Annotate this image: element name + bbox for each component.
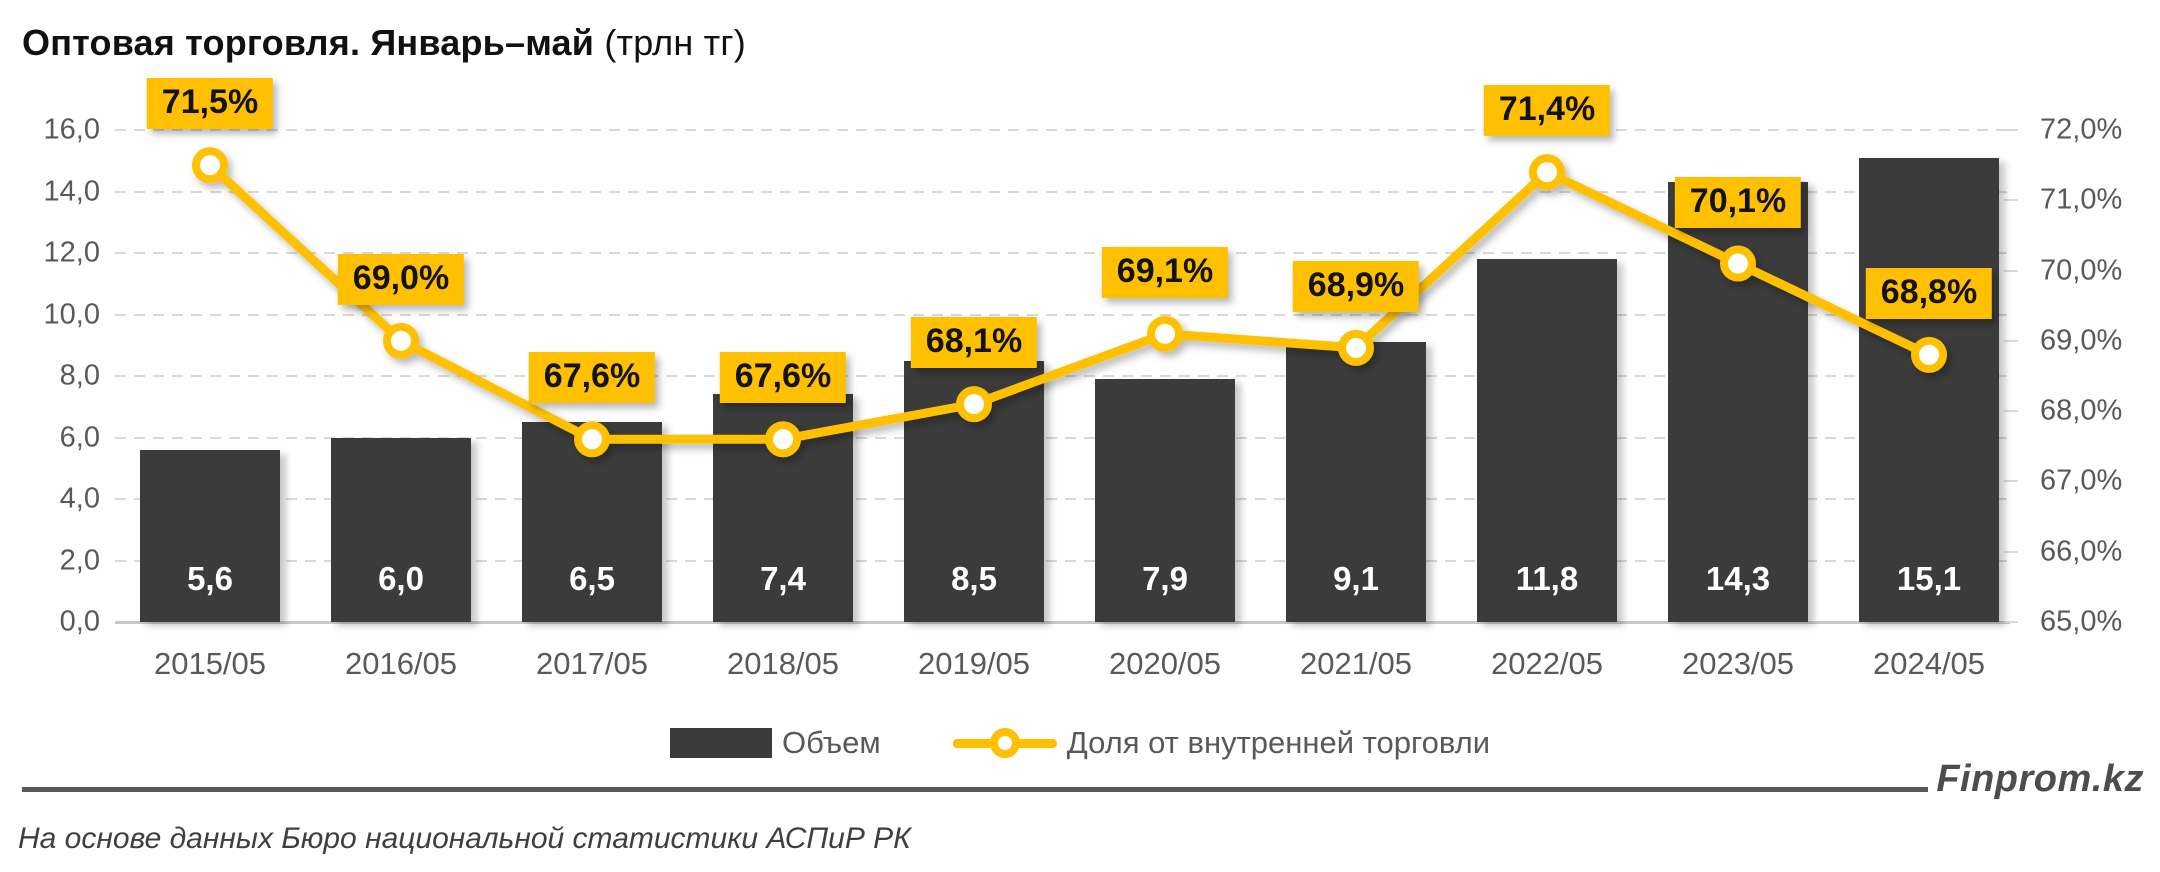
line-marker	[192, 147, 228, 184]
line-data-label: 71,5%	[146, 78, 274, 130]
source-note: На основе данных Бюро национальной стати…	[18, 822, 911, 855]
left-axis-tick-label: 8,0	[59, 359, 100, 392]
line-data-label: 70,1%	[1674, 176, 1802, 228]
bar-value-label: 9,1	[1333, 560, 1379, 597]
right-axis-tick-label: 66,0%	[2040, 535, 2123, 568]
bar-value-label: 15,1	[1896, 560, 1962, 597]
left-axis-tick-label: 14,0	[43, 175, 100, 207]
bar-volume	[1859, 157, 1999, 622]
right-axis-tick-mark	[2004, 480, 2018, 483]
bar-value-label: 14,3	[1705, 560, 1771, 597]
x-axis-category-label: 2018/05	[726, 646, 840, 681]
line-data-label: 69,1%	[1101, 246, 1229, 298]
x-axis-line	[115, 621, 2010, 624]
x-axis-category-label: 2024/05	[1872, 646, 1986, 681]
gridline	[115, 498, 2010, 500]
bar-volume	[1668, 182, 1808, 622]
x-axis-category-label: 2016/05	[344, 646, 458, 681]
divider-line	[22, 787, 1929, 792]
right-axis-tick-label: 67,0%	[2040, 464, 2123, 497]
x-axis-category-label: 2017/05	[535, 646, 649, 681]
x-axis-category-label: 2019/05	[917, 646, 1031, 681]
bar-value-label: 7,9	[1142, 560, 1188, 597]
x-axis-category-label: 2020/05	[1108, 646, 1222, 681]
right-axis-tick-label: 70,0%	[2040, 254, 2123, 287]
x-axis-category-label: 2023/05	[1681, 646, 1795, 681]
line-marker	[1529, 154, 1565, 191]
x-axis-category-label: 2021/05	[1299, 646, 1413, 681]
bar-value-label: 11,8	[1515, 560, 1579, 597]
page-title-unit: (трлн тг)	[604, 22, 746, 63]
legend-item-share: Доля от внутренней торговли	[952, 725, 1491, 761]
bar-value-label: 8,5	[951, 560, 997, 597]
line-data-label: 69,0%	[337, 253, 465, 305]
line-marker-swatch-icon	[952, 726, 1057, 760]
x-axis-category-label: 2015/05	[153, 646, 267, 681]
left-axis-tick-label: 2,0	[59, 544, 100, 576]
line-data-label: 68,9%	[1292, 260, 1420, 312]
right-axis-tick-mark	[2004, 621, 2018, 623]
page-title-main: Оптовая торговля. Январь–май	[22, 22, 595, 63]
bar-volume	[331, 437, 471, 622]
right-axis-tick-mark	[2004, 129, 2018, 131]
page-title: Оптовая торговля. Январь–май (трлн тг)	[22, 22, 746, 64]
gridline	[115, 129, 2010, 131]
left-axis-tick-label: 6,0	[59, 421, 100, 453]
left-axis-tick-label: 12,0	[43, 236, 100, 269]
line-data-label: 68,8%	[1865, 267, 1993, 319]
right-axis-tick-mark	[2004, 410, 2018, 413]
right-axis-tick-mark	[2004, 550, 2018, 553]
line-data-label: 68,1%	[910, 317, 1038, 369]
line-marker	[1147, 315, 1183, 352]
chart-legend: Объем Доля от внутренней торговли	[0, 725, 2160, 761]
right-axis-tick-label: 69,0%	[2040, 324, 2123, 357]
bar-volume	[140, 449, 280, 622]
legend-label-volume: Объем	[781, 725, 881, 760]
right-axis-tick-label: 65,0%	[2040, 605, 2123, 638]
line-data-label: 71,4%	[1483, 85, 1611, 137]
brand-logo: Finprom.kz	[1936, 758, 2144, 800]
left-axis-tick-label: 16,0	[43, 113, 100, 146]
bar-swatch-icon	[669, 728, 772, 758]
right-axis-tick-mark	[2004, 269, 2018, 272]
legend-item-volume: Объем	[669, 725, 881, 761]
bar-value-label: 6,0	[378, 560, 424, 597]
line-marker	[383, 322, 419, 359]
bar-value-label: 5,6	[187, 560, 233, 597]
right-axis-tick-label: 72,0%	[2040, 113, 2123, 146]
right-axis-tick-label: 71,0%	[2040, 183, 2123, 216]
right-axis-tick-label: 68,0%	[2040, 394, 2123, 427]
left-axis-tick-label: 4,0	[59, 482, 100, 515]
footer-rule: Finprom.kz	[22, 758, 2144, 801]
right-axis-tick-mark	[2004, 339, 2018, 342]
left-axis-tick-label: 10,0	[43, 298, 100, 330]
legend-label-share: Доля от внутренней торговли	[1066, 725, 1491, 760]
x-axis-category-label: 2022/05	[1490, 646, 1604, 681]
line-data-label: 67,6%	[719, 352, 847, 404]
right-axis-tick-mark	[2004, 199, 2018, 202]
line-data-label: 67,6%	[528, 352, 656, 404]
gridline	[115, 559, 2010, 562]
left-axis-tick-label: 0,0	[59, 605, 100, 638]
bar-value-label: 6,5	[569, 560, 615, 597]
bar-value-label: 7,4	[760, 560, 806, 597]
